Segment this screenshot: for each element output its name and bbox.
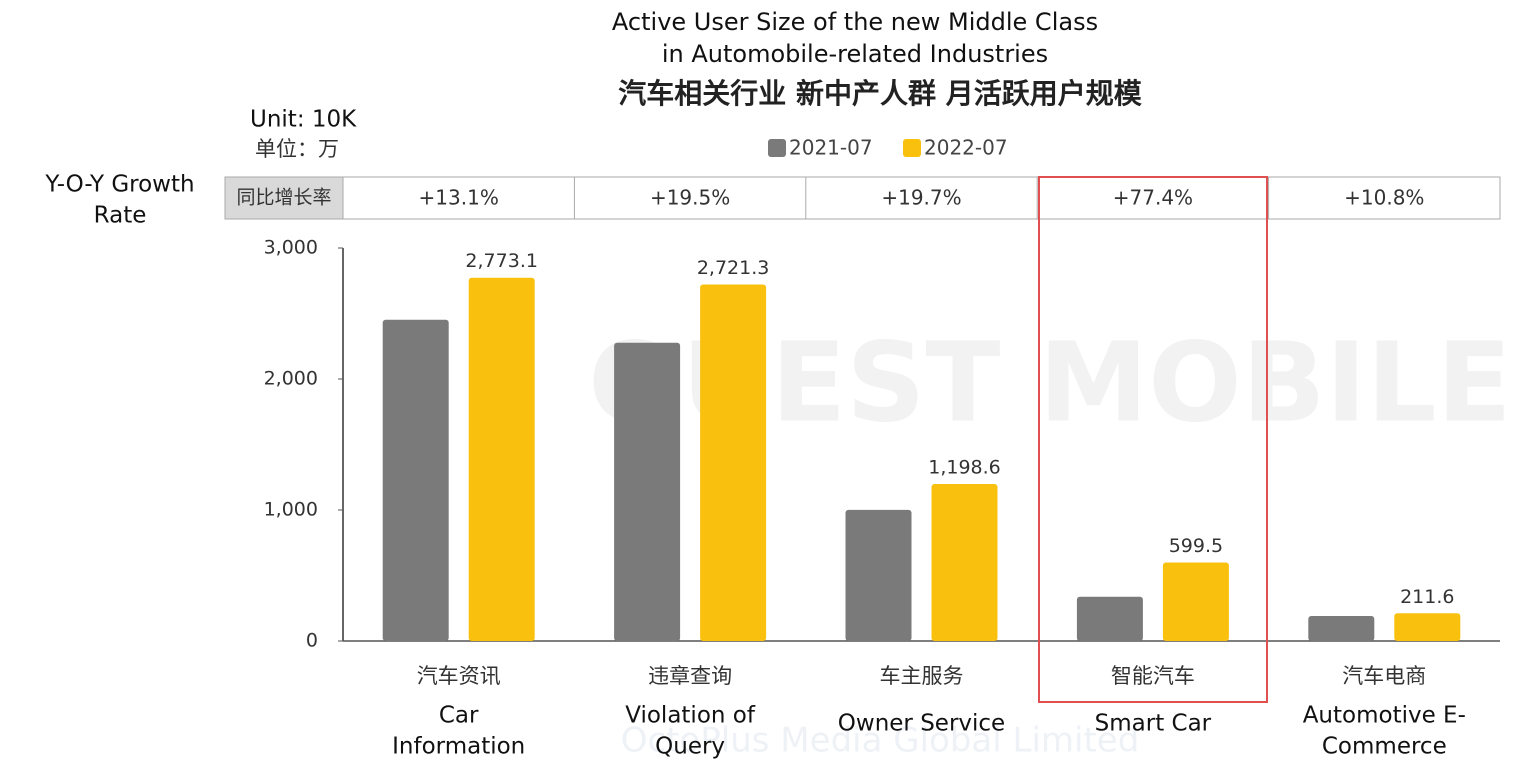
growth-label-en: Y-O-Y Growth [44,172,194,198]
legend-label: 2022-07 [924,136,1008,160]
x-tick-label-cn: 汽车资讯 [417,664,501,688]
legend-swatch [768,139,786,157]
title-cn: 汽车相关行业 新中产人群 月活跃用户规模 [618,77,1142,110]
x-tick-label-en: Information [392,734,525,760]
growth-header-cell [224,176,344,220]
x-tick-label-en: Owner Service [838,711,1005,737]
unit-cn: 单位：万 [255,137,339,161]
x-tick-label-en: Commerce [1322,734,1447,760]
x-tick-label-en: Smart Car [1095,711,1212,737]
x-tick-label-en: Query [655,734,725,760]
bar [382,319,449,641]
value-label: 599.5 [1169,535,1223,557]
x-tick-label-cn: 汽车电商 [1342,664,1426,688]
x-tick-label-en: Violation of [625,703,756,729]
legend-label: 2021-07 [789,136,873,160]
bar [1162,562,1229,641]
growth-rate: +10.8% [1344,186,1424,210]
bar [845,509,912,641]
bar [614,342,681,641]
x-tick-label-en: Automotive E- [1303,703,1466,729]
x-tick-label-cn: 智能汽车 [1111,664,1195,688]
legend-swatch [903,139,921,157]
growth-rate: +77.4% [1113,186,1193,210]
bar [1394,613,1461,641]
unit-en: Unit: 10K [250,107,357,133]
x-tick-label-cn: 违章查询 [648,664,732,688]
bar [468,277,535,641]
value-label: 2,721.3 [697,257,770,279]
watermark: OctoPlus Media Global Limited [621,721,1140,761]
bar [700,284,767,641]
growth-label-en: Rate [94,203,147,229]
title-en: in Automobile-related Industries [662,40,1048,68]
bar [931,483,998,641]
bar [1308,615,1375,641]
y-tick-label: 3,000 [264,237,318,259]
value-label: 211.6 [1400,586,1454,608]
y-tick-label: 0 [306,630,318,652]
growth-table [224,176,1501,220]
y-tick-label: 2,000 [264,368,318,390]
x-tick-label-en: Car [439,703,479,729]
growth-rate: +13.1% [419,186,499,210]
x-tick-label-cn: 车主服务 [880,664,964,688]
y-tick-label: 1,000 [264,499,318,521]
title-en: Active User Size of the new Middle Class [612,8,1098,36]
growth-rate: +19.7% [881,186,961,210]
bar [1076,596,1143,641]
value-label: 2,773.1 [465,250,538,272]
highlight-box [1038,176,1268,703]
growth-label-cn: 同比增长率 [236,187,331,209]
value-label: 1,198.6 [928,456,1001,478]
growth-rate: +19.5% [650,186,730,210]
